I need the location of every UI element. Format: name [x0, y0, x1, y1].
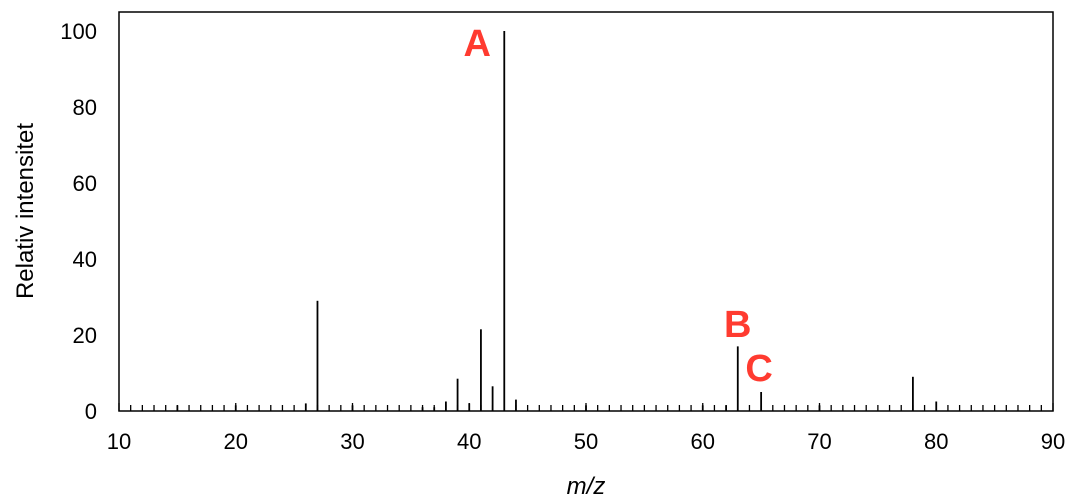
y-axis-title: Relativ intensitet — [12, 123, 39, 299]
y-tick-label: 40 — [73, 247, 97, 272]
y-tick-label: 100 — [60, 19, 97, 44]
x-tick-label: 10 — [107, 429, 131, 454]
x-tick-label: 80 — [924, 429, 948, 454]
x-tick-label: 70 — [807, 429, 831, 454]
peak-annotations: A BC — [464, 23, 773, 390]
x-tick-label: 40 — [457, 429, 481, 454]
annotation-a: A — [464, 23, 491, 65]
x-tick-label: 30 — [340, 429, 364, 454]
peaks-layer — [176, 31, 938, 411]
plot-frame — [118, 11, 1054, 412]
annotation-b: B — [724, 304, 751, 346]
x-tick-label: 60 — [691, 429, 715, 454]
y-tick-labels: 0 20 40 60 80 100 — [60, 19, 97, 424]
x-tick-label: 90 — [1041, 429, 1065, 454]
x-tick-labels: 10 20 30 40 50 60 70 80 90 — [107, 429, 1065, 454]
y-tick-label: 60 — [73, 171, 97, 196]
annotation-c: C — [745, 348, 772, 390]
x-axis-title: m/z — [567, 473, 606, 498]
y-tick-label: 80 — [73, 95, 97, 120]
x-tick-label: 50 — [574, 429, 598, 454]
y-tick-label: 20 — [73, 323, 97, 348]
y-tick-label: 0 — [85, 399, 97, 424]
x-tick-label: 20 — [224, 429, 248, 454]
